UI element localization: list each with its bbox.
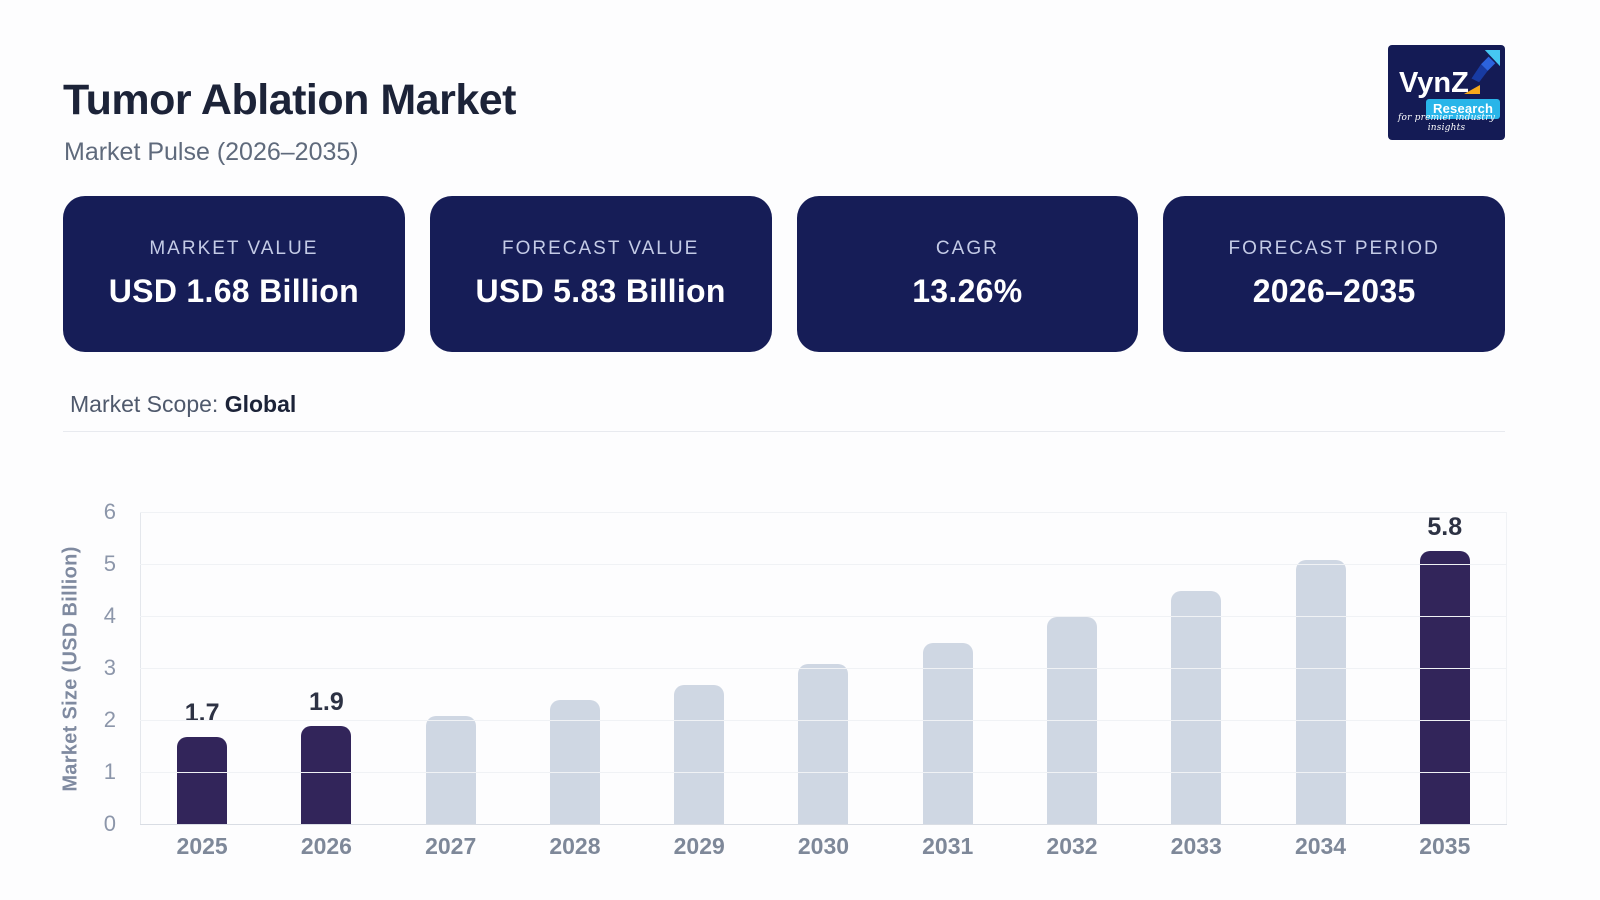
y-tick-label: 0 (103, 811, 116, 836)
bar-2034 (1295, 559, 1346, 825)
bar-2031 (922, 643, 973, 825)
stat-value: 2026–2035 (1252, 273, 1416, 309)
bar-2028 (549, 700, 600, 825)
x-tick-label: 2034 (1294, 833, 1347, 859)
bar-2027 (425, 715, 476, 825)
y-tick-label: 5 (103, 551, 116, 576)
vynz-research-logo: VynZ Research for premier industry insig… (1388, 45, 1505, 140)
stat-card-market-value: MARKET VALUE USD 1.68 Billion (63, 196, 405, 352)
x-tick-label: 2026 (300, 833, 352, 859)
stat-label: MARKET VALUE (149, 238, 319, 259)
stat-label: CAGR (935, 238, 999, 259)
x-tick-label: 2031 (922, 833, 974, 859)
section-divider (63, 431, 1505, 432)
bar-slot (1010, 513, 1134, 825)
x-tick-label: 2035 (1419, 833, 1471, 859)
stat-card-forecast-period: FORECAST PERIOD 2026–2035 (1163, 196, 1505, 352)
x-tick-label: 2032 (1046, 833, 1098, 859)
bar-2033 (1171, 591, 1222, 825)
market-scope-label: Market Scope: (70, 391, 219, 417)
x-tick-label: 2029 (673, 833, 725, 859)
gridline: 3 (104, 655, 1507, 680)
x-axis-labels: 2025 2026 2027 2028 2029 2030 2031 2032 2033 2034… (140, 833, 1507, 860)
stat-value: 13.26% (912, 273, 1023, 309)
x-tick-label: 2030 (797, 833, 850, 859)
bar-2030 (798, 663, 849, 825)
stat-label: FORECAST VALUE (501, 238, 700, 259)
bar-2025 (177, 736, 228, 825)
stat-card-forecast-value: FORECAST VALUE USD 5.83 Billion (429, 196, 772, 352)
y-tick-label: 6 (103, 499, 116, 524)
bar-slot (637, 513, 761, 825)
bar-slot (389, 513, 513, 825)
bar-slot: 1.7 (140, 513, 264, 825)
y-tick-label: 3 (103, 655, 116, 680)
gridline: 6 (104, 499, 1507, 524)
x-tick-label: 2028 (549, 833, 601, 859)
bar-slot (1134, 513, 1258, 825)
market-scope-line: Market Scope: Global (70, 391, 296, 418)
stat-card-cagr: CAGR 13.26% (796, 196, 1139, 352)
bar-value-label: 1.9 (309, 688, 344, 717)
x-tick-label: 2025 (176, 833, 228, 859)
bar-2026 (301, 726, 352, 825)
bar-slot (513, 513, 637, 825)
x-tick-label: 2033 (1170, 833, 1222, 859)
stat-value: USD 1.68 Billion (108, 273, 359, 309)
gridline: 5 (104, 551, 1507, 576)
bar-2032 (1046, 617, 1097, 825)
logo-sub-brand: Research (1426, 99, 1501, 119)
plot-right-border (1506, 513, 1507, 825)
stat-label: FORECAST PERIOD (1228, 238, 1440, 259)
gridline: 0 (104, 811, 1507, 836)
bar-slot (761, 513, 885, 825)
gridline: 1 (104, 759, 1507, 784)
bar-2029 (674, 684, 725, 825)
market-scope-value: Global (224, 391, 297, 417)
gridline: 4 (104, 603, 1507, 628)
plot-area: 1.7 1.9 5.8 0 1 2 3 4 5 6 (104, 499, 1507, 836)
page-title: Tumor Ablation Market (63, 76, 516, 124)
bar-2035 (1419, 551, 1470, 825)
y-tick-label: 4 (103, 603, 116, 628)
logo-brand-text: VynZ (1399, 67, 1469, 99)
y-axis-line (140, 513, 141, 825)
stat-card-row: MARKET VALUE USD 1.68 Billion FORECAST V… (63, 196, 1505, 352)
x-tick-label: 2027 (425, 833, 477, 859)
bar-slot: 5.8 (1383, 513, 1507, 825)
gridline: 2 (104, 707, 1507, 732)
bar-slot: 1.9 (264, 513, 388, 825)
bar-slot (1258, 513, 1382, 825)
stat-value: USD 5.83 Billion (475, 273, 726, 309)
logo-tagline: for premier industry insights (1397, 113, 1496, 133)
logo-z-accent-shape (1464, 85, 1480, 94)
y-tick-label: 2 (103, 707, 116, 732)
bar-slot (886, 513, 1010, 825)
bar-value-label: 1.7 (184, 698, 220, 727)
bar-series: 1.7 1.9 5.8 (140, 513, 1507, 825)
arrow-up-right-icon (1471, 50, 1500, 83)
page-subtitle: Market Pulse (2026–2035) (64, 138, 359, 166)
y-tick-label: 1 (103, 759, 116, 784)
bar-value-label: 5.8 (1427, 513, 1463, 541)
